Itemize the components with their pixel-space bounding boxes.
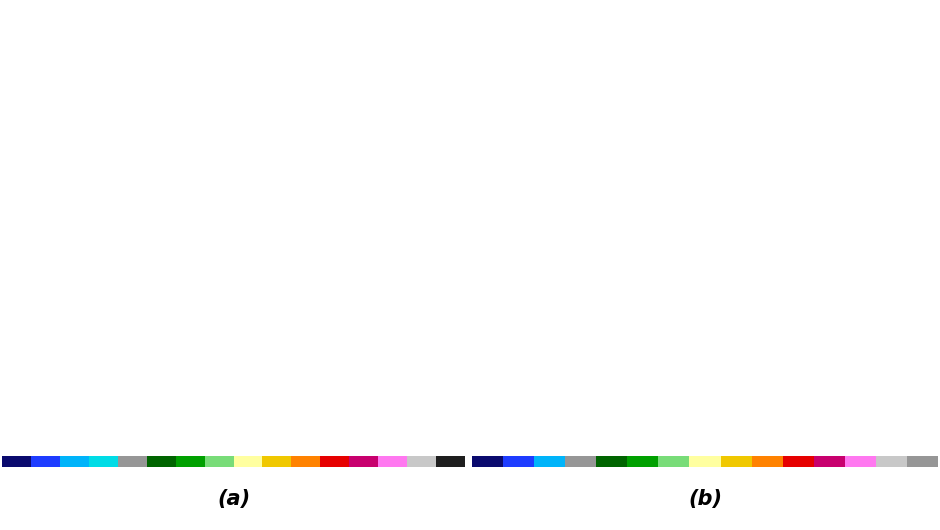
- Text: PRECIPITAÇÃO ACUMULADA (mm) até 96 horas: PRECIPITAÇÃO ACUMULADA (mm) até 96 horas: [555, 23, 855, 35]
- Text: PRECIPITAÇÃO ACUMULADA (mm) em 48 horas: PRECIPITAÇÃO ACUMULADA (mm) em 48 horas: [84, 23, 384, 35]
- Bar: [658, 456, 689, 467]
- Bar: [534, 456, 565, 467]
- Bar: [378, 456, 407, 467]
- Text: Inicialização (i): 12:00 UTC de dia 02/05/2024: Inicialização (i): 12:00 UTC de dia 02/0…: [115, 40, 352, 50]
- Bar: [60, 456, 88, 467]
- Bar: [176, 456, 205, 467]
- Bar: [472, 456, 503, 467]
- Bar: [689, 456, 721, 467]
- Text: Inicialização (i): 12:00 UTC do dia 02/05/2024: Inicialização (i): 12:00 UTC do dia 02/0…: [587, 40, 823, 50]
- Bar: [814, 456, 845, 467]
- Bar: [233, 456, 262, 467]
- Bar: [721, 456, 752, 467]
- Bar: [845, 456, 876, 467]
- Bar: [31, 456, 60, 467]
- Text: Modelo COSMO [7x7 km] - INMET: Modelo COSMO [7x7 km] - INMET: [603, 8, 807, 18]
- Bar: [596, 456, 627, 467]
- Bar: [118, 456, 147, 467]
- Text: (a): (a): [217, 489, 250, 509]
- Text: (b): (b): [688, 489, 722, 509]
- Bar: [783, 456, 814, 467]
- Bar: [291, 456, 321, 467]
- Bar: [205, 456, 233, 467]
- Bar: [876, 456, 907, 467]
- Bar: [436, 456, 465, 467]
- Bar: [627, 456, 658, 467]
- Bar: [147, 456, 176, 467]
- Text: Validade: entre 12:00 UTC do dia 02/05/2024 e 12:00 UTC do dia 06/05/2024: Validade: entre 12:00 UTC do dia 02/05/2…: [506, 57, 904, 67]
- Bar: [565, 456, 596, 467]
- Bar: [2, 456, 31, 467]
- Bar: [88, 456, 118, 467]
- Text: Validade: 12:00 UTC de dia 04/05/2024 ( i + 48 horas ): Validade: 12:00 UTC de dia 04/05/2024 ( …: [91, 57, 376, 67]
- Text: Modelo COSMO [2.8 km] - INMET: Modelo COSMO [2.8 km] - INMET: [133, 8, 333, 18]
- Bar: [321, 456, 350, 467]
- Bar: [407, 456, 436, 467]
- Bar: [262, 456, 291, 467]
- Bar: [350, 456, 378, 467]
- Bar: [907, 456, 938, 467]
- Bar: [503, 456, 534, 467]
- Bar: [752, 456, 783, 467]
